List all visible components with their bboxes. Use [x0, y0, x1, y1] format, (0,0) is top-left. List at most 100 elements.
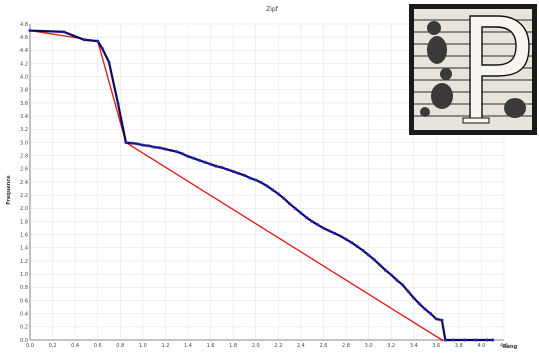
observed-point: [463, 338, 466, 342]
observed-point: [265, 184, 269, 188]
x-tick-label: 1.6: [207, 343, 215, 349]
observed-point: [451, 338, 455, 342]
observed-point: [310, 220, 314, 223]
observed-point: [384, 268, 387, 272]
chart-title: Zipf: [266, 6, 279, 13]
observed-point: [338, 234, 342, 238]
y-tick-label: 0.6: [20, 298, 28, 304]
observed-point: [242, 173, 246, 177]
y-tick-label: 4.6: [20, 35, 28, 41]
observed-point: [321, 226, 325, 230]
observed-point: [474, 338, 478, 342]
y-tick-label: 3.2: [20, 127, 28, 133]
x-tick-label: 2.2: [274, 343, 282, 349]
observed-point: [417, 302, 421, 306]
observed-point: [389, 273, 393, 277]
x-tick-label: 2.4: [297, 343, 305, 349]
observed-point: [305, 216, 308, 220]
observed-point: [107, 60, 111, 64]
observed-curve: [29, 29, 493, 342]
y-tick-labels: 0.0 0.2 0.4 0.6 0.8 1.0 1.2 1.4 1.6 1.8 2.0 2.2 2.4 2…: [20, 22, 28, 344]
observed-point: [293, 206, 297, 210]
y-tick-label: 3.4: [20, 114, 28, 120]
observed-point: [395, 278, 399, 282]
x-tick-label: 3.4: [410, 343, 418, 349]
observed-point: [116, 102, 120, 106]
observed-point: [327, 229, 331, 233]
observed-point: [192, 156, 196, 160]
x-tick-label: 2.6: [319, 343, 327, 349]
observed-point: [231, 169, 235, 173]
observed-point: [82, 38, 86, 42]
y-tick-label: 0.4: [20, 311, 28, 317]
x-tick-label: 4.2: [500, 343, 508, 349]
y-tick-label: 4.4: [20, 48, 28, 54]
x-tick-label: 2.0: [252, 343, 260, 349]
observed-point: [282, 196, 286, 200]
y-tick-label: 4.8: [20, 22, 28, 28]
x-tick-label: 0.8: [116, 343, 124, 349]
x-tick-label: 2.8: [342, 343, 350, 349]
observed-point: [372, 258, 376, 262]
y-tick-label: 3.6: [20, 101, 28, 107]
observed-point: [226, 167, 229, 171]
observed-point: [124, 141, 128, 144]
x-tick-label: 3.2: [387, 343, 395, 349]
observed-point: [248, 176, 252, 180]
observed-point: [443, 338, 447, 342]
observed-point: [276, 192, 280, 196]
observed-point: [344, 237, 348, 241]
woodcut-figures: [420, 21, 526, 118]
axes: [29, 24, 504, 341]
observed-point: [62, 30, 66, 34]
observed-point: [100, 46, 104, 50]
observed-point: [378, 263, 382, 267]
observed-point: [440, 318, 444, 322]
observed-point: [169, 148, 173, 152]
observed-point: [28, 29, 32, 33]
observed-point: [429, 312, 433, 316]
x-tick-label: 1.4: [184, 343, 192, 349]
observed-point: [254, 178, 258, 182]
observed-point: [197, 158, 201, 162]
woodcut-letter-p: [462, 15, 530, 124]
observed-point: [423, 307, 427, 311]
observed-point: [412, 296, 416, 300]
observed-point: [163, 147, 167, 151]
x-tick-label: 0.6: [94, 343, 102, 349]
observed-point: [491, 338, 495, 342]
observed-point: [350, 241, 354, 245]
observed-point: [158, 146, 162, 150]
x-tick-label: 0.4: [71, 343, 79, 349]
y-tick-label: 1.8: [20, 219, 28, 225]
fitted-line: [29, 29, 443, 341]
observed-point: [130, 141, 134, 145]
y-tick-label: 0.8: [20, 285, 28, 291]
y-tick-label: 2.2: [20, 193, 28, 199]
x-tick-label: 3.0: [365, 343, 373, 349]
observed-point: [400, 283, 404, 287]
x-tick-label: 0.0: [26, 343, 34, 349]
observed-point: [288, 202, 292, 206]
observed-point: [316, 223, 320, 227]
fitted-line-vertex: [440, 338, 444, 342]
observed-point: [214, 164, 218, 168]
observed-point: [135, 142, 139, 146]
observed-point: [434, 317, 438, 321]
x-tick-label: 1.8: [229, 343, 237, 349]
y-tick-label: 1.4: [20, 246, 28, 252]
y-tick-label: 2.4: [20, 180, 28, 186]
y-tick-label: 3.8: [20, 88, 28, 94]
observed-point: [361, 248, 365, 252]
observed-point: [220, 166, 224, 170]
observed-point: [96, 39, 100, 43]
x-tick-label: 3.8: [455, 343, 463, 349]
x-tick-label: 4.0: [477, 343, 485, 349]
observed-point: [259, 181, 263, 185]
y-tick-label: 4.2: [20, 61, 28, 67]
observed-point: [237, 171, 241, 175]
x-tick-label: 1.0: [139, 343, 147, 349]
observed-point: [355, 245, 359, 249]
x-tick-label: 3.6: [432, 343, 440, 349]
